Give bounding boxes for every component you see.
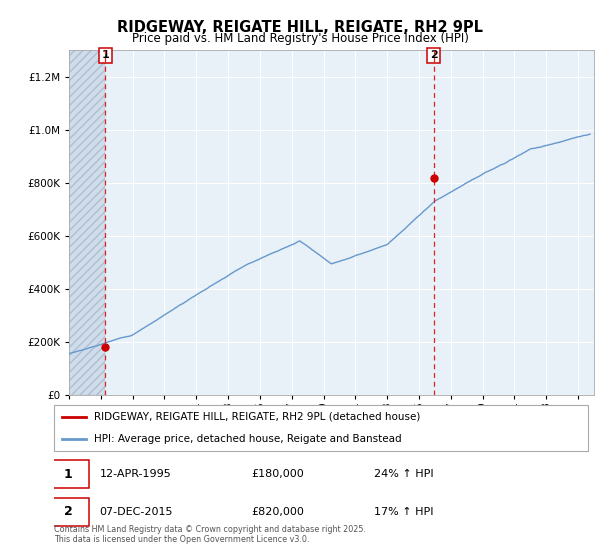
Text: 2: 2 xyxy=(430,50,437,60)
Text: Contains HM Land Registry data © Crown copyright and database right 2025.
This d: Contains HM Land Registry data © Crown c… xyxy=(54,525,366,544)
Text: 1: 1 xyxy=(64,468,73,480)
FancyBboxPatch shape xyxy=(49,460,89,488)
FancyBboxPatch shape xyxy=(49,498,89,526)
Text: RIDGEWAY, REIGATE HILL, REIGATE, RH2 9PL: RIDGEWAY, REIGATE HILL, REIGATE, RH2 9PL xyxy=(117,20,483,35)
Bar xyxy=(69,50,105,395)
Text: Price paid vs. HM Land Registry's House Price Index (HPI): Price paid vs. HM Land Registry's House … xyxy=(131,32,469,45)
Text: RIDGEWAY, REIGATE HILL, REIGATE, RH2 9PL (detached house): RIDGEWAY, REIGATE HILL, REIGATE, RH2 9PL… xyxy=(94,412,421,422)
Text: 24% ↑ HPI: 24% ↑ HPI xyxy=(374,469,434,479)
Text: 2: 2 xyxy=(64,506,73,519)
Text: 12-APR-1995: 12-APR-1995 xyxy=(100,469,171,479)
Text: 07-DEC-2015: 07-DEC-2015 xyxy=(100,507,173,517)
Text: HPI: Average price, detached house, Reigate and Banstead: HPI: Average price, detached house, Reig… xyxy=(94,434,401,444)
Text: 17% ↑ HPI: 17% ↑ HPI xyxy=(374,507,434,517)
Text: £820,000: £820,000 xyxy=(251,507,304,517)
FancyBboxPatch shape xyxy=(54,405,588,451)
Text: £180,000: £180,000 xyxy=(251,469,304,479)
Text: 1: 1 xyxy=(101,50,109,60)
